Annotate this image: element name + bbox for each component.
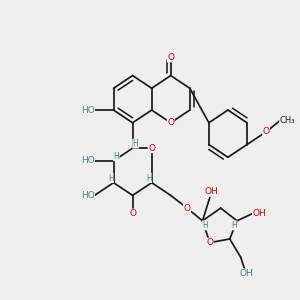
Text: O: O	[167, 53, 174, 62]
Text: H: H	[108, 174, 113, 183]
Text: H: H	[202, 221, 208, 230]
Text: O: O	[184, 204, 190, 213]
Text: O: O	[206, 238, 213, 247]
Text: OH: OH	[205, 187, 218, 196]
Text: H: H	[113, 152, 119, 161]
Text: HO: HO	[81, 191, 94, 200]
Text: H: H	[146, 174, 152, 183]
Text: HO: HO	[81, 156, 94, 165]
Text: OH: OH	[239, 269, 253, 278]
Text: OH: OH	[252, 209, 266, 218]
Text: O: O	[262, 127, 270, 136]
Text: O: O	[129, 209, 136, 218]
Text: H: H	[133, 139, 138, 148]
Text: O: O	[148, 144, 155, 153]
Text: O: O	[167, 118, 174, 127]
Text: CH₃: CH₃	[280, 116, 295, 125]
Text: H: H	[231, 221, 237, 230]
Text: HO: HO	[81, 106, 94, 115]
